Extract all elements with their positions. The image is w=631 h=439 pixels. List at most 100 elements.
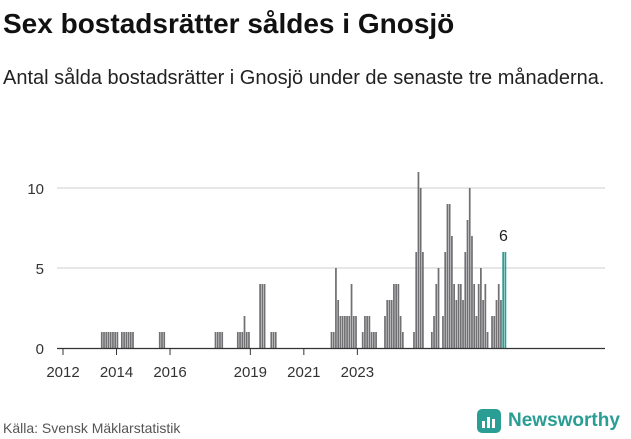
bar	[375, 332, 377, 348]
bar	[355, 316, 357, 348]
bar	[493, 316, 496, 348]
bar	[486, 332, 489, 348]
bar	[435, 284, 438, 348]
bar	[343, 316, 346, 348]
bar	[480, 268, 482, 348]
bar	[109, 332, 112, 348]
bar	[386, 300, 389, 348]
bar	[261, 284, 264, 348]
bar	[236, 332, 239, 348]
bar	[415, 252, 418, 348]
x-tick-label: 2023	[341, 364, 374, 381]
bar	[453, 284, 455, 348]
y-tick-label: 5	[36, 261, 44, 278]
bar	[120, 332, 123, 348]
bar	[455, 300, 458, 348]
bar	[370, 332, 373, 348]
bar	[161, 332, 163, 348]
bar	[437, 268, 440, 348]
bar	[495, 300, 498, 348]
bar	[339, 316, 342, 348]
bar	[477, 284, 480, 348]
bar	[422, 252, 424, 348]
bar	[397, 284, 400, 348]
bar	[482, 300, 484, 348]
bar	[413, 332, 415, 348]
bar	[366, 316, 369, 348]
bar	[399, 316, 402, 348]
highlight-bar	[504, 252, 507, 348]
highlight-bar	[502, 252, 505, 348]
bar	[346, 316, 348, 348]
chart-title: Sex bostadsrätter såldes i Gnosjö	[3, 8, 455, 39]
highlight-value-label: 6	[499, 228, 508, 245]
bar	[214, 332, 217, 348]
bar	[107, 332, 110, 348]
bar	[446, 204, 449, 348]
bar	[100, 332, 103, 348]
bar	[248, 332, 250, 348]
bar	[473, 284, 476, 348]
bar	[221, 332, 224, 348]
bar	[129, 332, 132, 348]
bar	[390, 300, 393, 348]
bar	[103, 332, 105, 348]
bar	[364, 316, 366, 348]
bar	[127, 332, 130, 348]
bar	[350, 284, 353, 348]
brand-logo: Newsworthy	[476, 408, 620, 434]
bar	[132, 332, 134, 348]
bar	[417, 172, 420, 348]
bar	[395, 284, 398, 348]
bar	[245, 332, 248, 348]
bar	[352, 316, 355, 348]
bar	[330, 332, 333, 348]
bar	[274, 332, 277, 348]
bar	[471, 236, 473, 348]
bar	[335, 268, 337, 348]
bar	[114, 332, 117, 348]
x-tick-label: 2014	[100, 364, 133, 381]
bar	[433, 316, 435, 348]
bar	[462, 300, 464, 348]
bar	[448, 204, 451, 348]
bar	[372, 332, 375, 348]
bar	[459, 284, 462, 348]
bar	[500, 300, 502, 348]
brand-name: Newsworthy	[508, 410, 620, 431]
bar	[259, 284, 261, 348]
bar	[239, 332, 241, 348]
bar	[401, 332, 404, 348]
bar	[216, 332, 219, 348]
bar	[384, 316, 386, 348]
bar	[468, 188, 471, 348]
bar	[348, 316, 351, 348]
bar	[491, 316, 493, 348]
chart-logo-icon	[477, 409, 501, 433]
bar	[163, 332, 166, 348]
x-tick-label: 2019	[234, 364, 267, 381]
bar	[272, 332, 275, 348]
bar	[270, 332, 273, 348]
bar	[125, 332, 128, 348]
bar	[442, 316, 444, 348]
bar	[341, 316, 344, 348]
bar	[337, 300, 340, 348]
bar	[475, 316, 478, 348]
x-tick-label: 2016	[153, 364, 186, 381]
bar	[368, 316, 371, 348]
bar	[497, 284, 500, 348]
bar	[123, 332, 125, 348]
bar	[457, 284, 460, 348]
bar	[393, 284, 395, 348]
y-tick-label: 0	[36, 341, 44, 358]
bar	[332, 332, 335, 348]
bar	[105, 332, 108, 348]
bar	[158, 332, 161, 348]
bar	[419, 188, 422, 348]
x-tick-label: 2012	[46, 364, 79, 381]
chart-subtitle: Antal sålda bostadsrätter i Gnosjö under…	[3, 67, 605, 89]
y-tick-label: 10	[27, 181, 44, 198]
x-tick-label: 2021	[287, 364, 320, 381]
